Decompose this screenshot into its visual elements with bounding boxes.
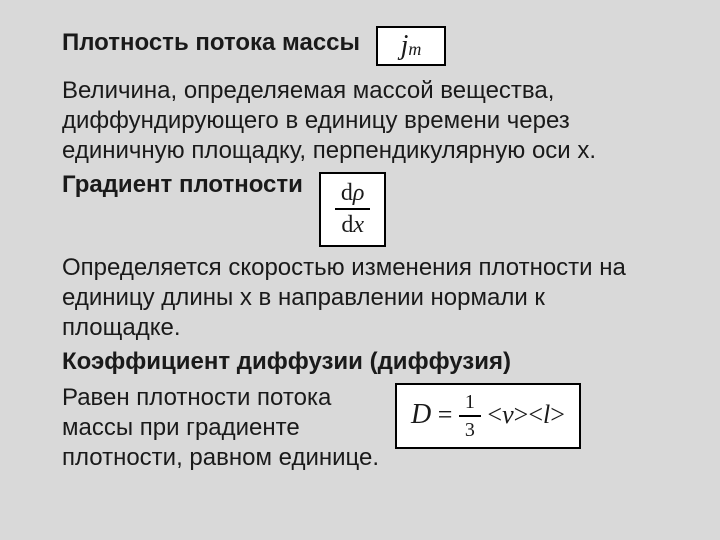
fraction-bar-small: [459, 415, 481, 417]
fraction-bar: [335, 208, 371, 210]
dpdx-num-rho: ρ: [353, 180, 365, 206]
heading-mass-flux: Плотность потока массы: [62, 28, 360, 58]
body-diffusion: Равен плотности потока массы при градиен…: [62, 383, 379, 473]
formula-D-v: v: [502, 401, 514, 430]
heading-density-gradient: Градиент плотности: [62, 170, 303, 200]
bracket-open-1: <: [487, 401, 502, 430]
formula-D-frac-num: 1: [459, 391, 481, 413]
dpdx-num-d: d: [341, 180, 353, 206]
section-density-gradient: Градиент плотности dρ dx: [62, 170, 660, 245]
formula-D-frac-den: 3: [459, 419, 481, 441]
formula-dpdx-fraction: dρ dx: [335, 180, 371, 239]
section-mass-flux: Плотность потока массы jm: [62, 28, 660, 68]
slide: Плотность потока массы jm Величина, опре…: [0, 0, 720, 540]
bracket-close-2: >: [550, 401, 565, 430]
formula-dpdx-box: dρ dx: [319, 172, 387, 247]
bracket-close-1: >: [514, 401, 529, 430]
dpdx-den-x: x: [353, 212, 364, 238]
formula-jm-subscript: m: [408, 40, 421, 60]
formula-D-l: l: [543, 401, 550, 430]
body-density-gradient: Определяется скоростью изменения плотнос…: [62, 253, 660, 343]
formula-jm-box: jm: [376, 26, 446, 66]
formula-jm-symbol: j: [401, 31, 409, 62]
body-mass-flux: Величина, определяемая массой вещества, …: [62, 76, 660, 166]
diffusion-line-1: Равен плотности потока: [62, 383, 379, 413]
dpdx-den-d: d: [341, 212, 353, 238]
formula-D-frac: 1 3: [459, 391, 481, 441]
bracket-open-2: <: [528, 401, 543, 430]
diffusion-line-3: плотности, равном единице.: [62, 443, 379, 473]
formula-D-box: D = 1 3 <v><l>: [395, 383, 581, 449]
diffusion-line-2: массы при градиенте: [62, 413, 379, 443]
formula-D-eq: =: [438, 401, 453, 430]
formula-D-lhs: D: [411, 400, 431, 431]
section-diffusion: Равен плотности потока массы при градиен…: [62, 377, 660, 473]
heading-diffusion-coeff: Коэффициент диффузии (диффузия): [62, 347, 660, 377]
